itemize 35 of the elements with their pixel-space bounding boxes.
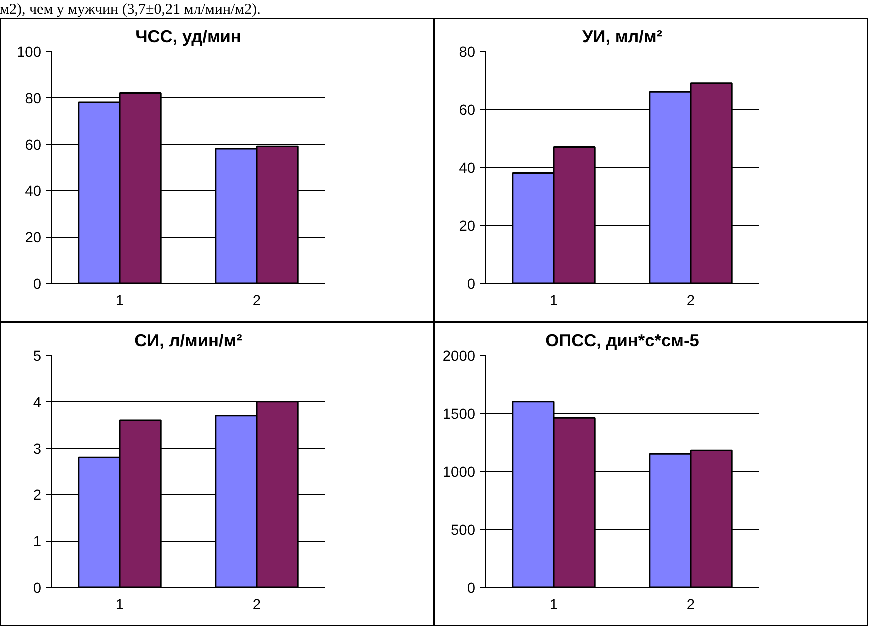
chart-title: ОПСС, дин*с*см-5 — [546, 330, 700, 350]
y-tick-label: 5 — [33, 349, 42, 365]
y-tick-label: 40 — [459, 161, 476, 177]
text: м2), чем у мужчин (3,7±0,21 мл/мин/м2). — [0, 1, 261, 20]
chart-title: СИ, л/мин/м² — [134, 330, 243, 350]
x-tick-label: 2 — [252, 598, 262, 614]
chart-title: УИ, мл/м² — [582, 26, 663, 46]
y-tick-label: 20 — [459, 219, 476, 235]
y-tick-label: 80 — [459, 45, 476, 61]
y-tick-label: 2000 — [442, 349, 476, 365]
y-tick-label: 4 — [33, 395, 42, 412]
y-tick-label: 80 — [25, 91, 42, 108]
chart-title: ЧСС, уд/мин — [136, 26, 242, 46]
y-tick-label: 100 — [17, 45, 42, 61]
y-tick-label: 1000 — [442, 465, 476, 481]
y-tick-label: 1500 — [442, 407, 476, 423]
x-tick-label: 1 — [550, 598, 558, 614]
y-tick-label: 0 — [33, 581, 42, 597]
x-tick-label: 1 — [116, 598, 124, 614]
y-tick-label: 3 — [33, 442, 42, 458]
y-tick-label: 40 — [25, 184, 42, 200]
y-tick-label: 20 — [25, 230, 42, 247]
y-tick-label: 0 — [467, 581, 476, 597]
x-tick-label: 2 — [686, 598, 696, 614]
x-tick-label: 2 — [252, 294, 262, 310]
x-tick-label: 1 — [116, 294, 124, 310]
y-tick-label: 60 — [25, 138, 42, 154]
y-tick-label: 0 — [467, 277, 476, 293]
y-tick-label: 500 — [451, 523, 476, 539]
x-tick-label: 2 — [686, 294, 696, 310]
y-tick-label: 60 — [459, 103, 476, 119]
x-tick-label: 1 — [550, 294, 558, 310]
y-tick-label: 0 — [33, 277, 42, 293]
y-tick-label: 2 — [33, 488, 42, 504]
y-tick-label: 1 — [33, 534, 42, 551]
